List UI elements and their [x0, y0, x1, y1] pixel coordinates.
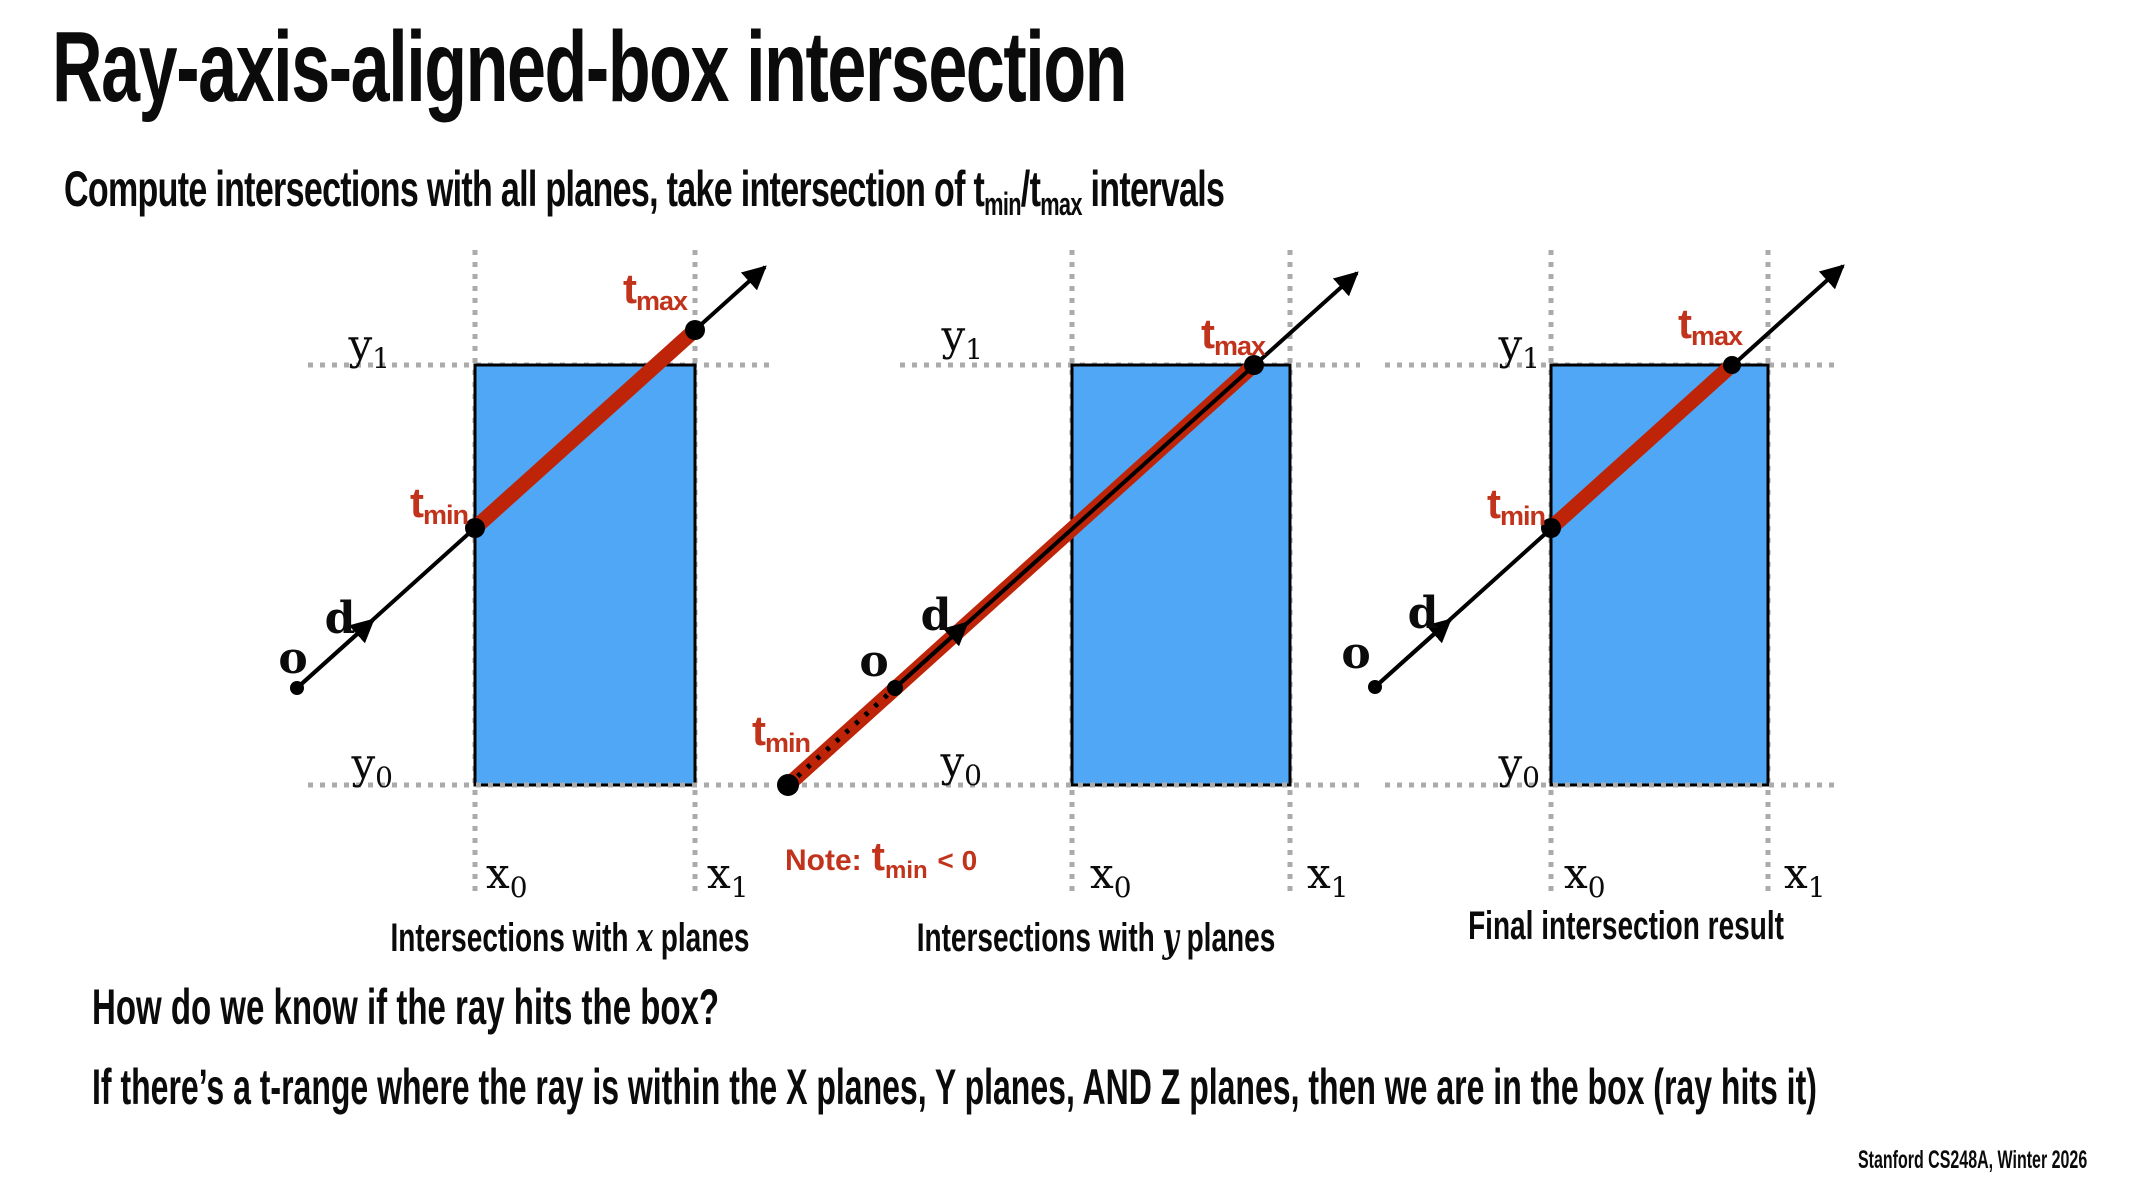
caption-final-result: Final intersection result: [1468, 904, 1784, 948]
caption-y-planes: Intersections with y planes: [916, 914, 1276, 961]
direction-arrow: [1373, 618, 1452, 689]
tmax-label: tmax: [623, 265, 688, 316]
ray: [893, 271, 1359, 690]
y0-label: y0: [350, 739, 393, 794]
tmin-dot: [1541, 518, 1561, 538]
x1-label: x1: [1307, 849, 1349, 904]
x1-label: x1: [1784, 849, 1826, 904]
diagram-final-result: y1 y0 x0 x1 o d tmin tmax: [1341, 250, 1845, 904]
tmin-label: tmin: [1487, 480, 1545, 531]
tmin-negative-note: Note: tmin < 0: [785, 835, 977, 884]
x1-label: x1: [707, 849, 749, 904]
tmax-dot: [685, 320, 705, 340]
tmin-dot: [777, 774, 799, 796]
origin-label: o: [859, 636, 888, 687]
direction-label: d: [921, 590, 952, 641]
y1-label: y1: [940, 311, 983, 366]
t-interval-segment: [469, 324, 701, 534]
tmin-dot: [465, 518, 485, 538]
tmax-dot: [1244, 355, 1264, 375]
origin-dot: [887, 680, 903, 696]
direction-arrow: [295, 618, 375, 690]
x0-label: x0: [1564, 849, 1606, 904]
y0-label: y0: [939, 737, 982, 792]
origin-label: o: [278, 633, 307, 684]
tmin-label: tmin: [410, 479, 468, 530]
y0-label: y0: [1497, 739, 1540, 794]
tmax-dot: [1723, 356, 1741, 374]
y1-label: y1: [347, 320, 390, 375]
direction-arrow: [893, 621, 969, 690]
tmax-label: tmax: [1678, 300, 1743, 351]
course-footer: Stanford CS248A, Winter 2026: [1857, 1146, 2087, 1174]
diagram-x-planes: y1 y0 x0 x1 o d tmin tmax: [278, 250, 772, 904]
t-interval-segment: [1545, 359, 1738, 534]
question-text: How do we know if the ray hits the box?: [92, 979, 720, 1035]
origin-label: o: [1341, 628, 1370, 679]
direction-label: d: [1408, 588, 1439, 639]
diagram-y-planes: y1 y0 x0 x1 o d tmin tmax Note: tmin < 0: [752, 250, 1364, 904]
origin-dot: [1368, 680, 1382, 694]
negative-t-dotted-line: [786, 686, 897, 787]
caption-x-planes: Intersections with x planes: [390, 914, 750, 961]
y1-label: y1: [1497, 320, 1540, 375]
direction-label: d: [325, 593, 356, 644]
origin-dot: [290, 681, 304, 695]
x0-label: x0: [486, 849, 528, 904]
answer-text: If there’s a t-range where the ray is wi…: [92, 1059, 1817, 1115]
tmin-label: tmin: [752, 707, 810, 758]
x0-label: x0: [1090, 849, 1132, 904]
subtitle: Compute intersections with all planes, t…: [64, 161, 1225, 222]
page-title: Ray-axis-aligned-box intersection: [52, 11, 1127, 123]
tmax-label: tmax: [1201, 310, 1266, 361]
